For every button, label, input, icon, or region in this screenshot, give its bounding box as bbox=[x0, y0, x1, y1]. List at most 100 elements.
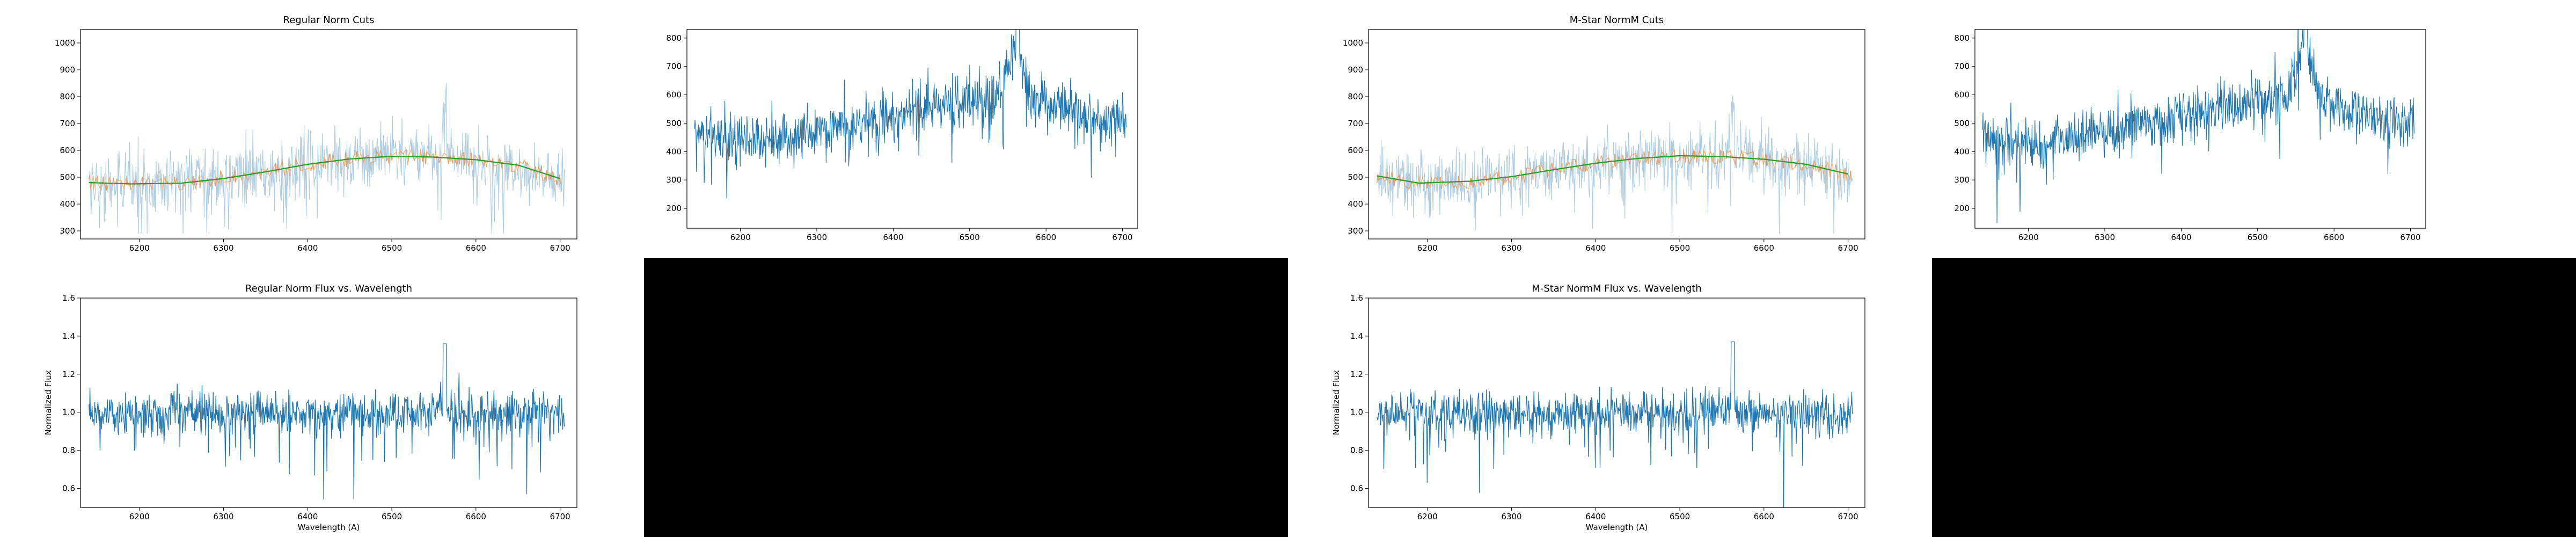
chart-title: M-Star NormM Flux vs. Wavelength bbox=[1532, 283, 1701, 294]
x-tick-label: 6300 bbox=[1501, 512, 1521, 521]
x-tick-label: 6700 bbox=[1838, 512, 1858, 521]
x-axis-label: Wavelength (A) bbox=[1586, 523, 1648, 532]
y-tick-label: 500 bbox=[1348, 172, 1363, 182]
series-continuum-fit-line bbox=[89, 155, 560, 185]
x-tick-label: 6300 bbox=[807, 233, 827, 242]
x-tick-label: 6500 bbox=[960, 233, 980, 242]
axes-frame bbox=[80, 297, 577, 508]
plot-area bbox=[694, 30, 1127, 199]
x-tick-label: 6300 bbox=[2095, 233, 2115, 242]
plot-area bbox=[1982, 30, 2415, 224]
x-axis-label: Wavelength (A) bbox=[298, 523, 360, 532]
series-flux-line bbox=[1982, 30, 2415, 224]
x-tick-label: 6200 bbox=[1417, 512, 1438, 521]
x-tick-label: 6200 bbox=[129, 512, 150, 521]
x-tick-label: 6400 bbox=[297, 512, 318, 521]
axes-frame bbox=[1368, 29, 1865, 240]
y-tick-label: 500 bbox=[60, 172, 75, 182]
x-tick-label: 6500 bbox=[1670, 512, 1690, 521]
y-tick-label: 0.6 bbox=[1350, 484, 1363, 494]
y-tick-label: 600 bbox=[60, 146, 75, 155]
series-raw-flux-line bbox=[89, 83, 565, 234]
y-tick-label: 700 bbox=[1954, 62, 1970, 71]
figure-regular-small: 6200 6300 6400 6500 6600 6700 200 300 400 500 600 7… bbox=[644, 0, 1288, 537]
y-tick-label: 1000 bbox=[55, 38, 75, 48]
x-tick-label: 6700 bbox=[1838, 243, 1858, 253]
y-axis-label: Normalized Flux bbox=[43, 370, 53, 435]
y-tick-label: 800 bbox=[60, 92, 75, 101]
y-tick-label: 700 bbox=[60, 119, 75, 128]
axes-frame bbox=[1368, 297, 1865, 508]
x-tick-label: 6600 bbox=[1036, 233, 1056, 242]
chart-title: M-Star NormM Cuts bbox=[1570, 14, 1664, 26]
x-tick-label: 6200 bbox=[730, 233, 751, 242]
x-tick-label: 6700 bbox=[550, 243, 570, 253]
regular-norm-figure-svg: 6200 6300 6400 6500 6600 6700 300 400 500 600 700 8… bbox=[43, 14, 577, 532]
x-tick-label: 6400 bbox=[2171, 233, 2191, 242]
x-tick-label: 6700 bbox=[2400, 233, 2420, 242]
y-tick-label: 1.6 bbox=[62, 293, 75, 303]
x-tick-label: 6700 bbox=[550, 512, 570, 521]
y-tick-label: 300 bbox=[60, 226, 75, 236]
y-tick-label: 400 bbox=[60, 199, 75, 209]
plot-area bbox=[88, 83, 565, 234]
y-tick-label: 700 bbox=[666, 62, 682, 71]
x-tick-label: 6600 bbox=[2324, 233, 2344, 242]
series-normalized-flux-line bbox=[1377, 341, 1853, 507]
x-tick-label: 6200 bbox=[2018, 233, 2039, 242]
y-tick-label: 0.8 bbox=[62, 446, 75, 455]
y-tick-label: 1.4 bbox=[62, 331, 75, 341]
y-tick-label: 1.2 bbox=[1350, 369, 1363, 379]
mstar-norm-cuts-chart: 6200 6300 6400 6500 6600 6700 300 400 500 600 700 8… bbox=[1343, 14, 1865, 253]
y-tick-label: 1.2 bbox=[62, 369, 75, 379]
y-tick-label: 600 bbox=[1348, 146, 1363, 155]
plot-area bbox=[89, 343, 565, 500]
x-tick-label: 6200 bbox=[1417, 243, 1438, 253]
figure-mstar-small: 6200 6300 6400 6500 6600 6700 200 300 400 500 600 7… bbox=[1932, 0, 2576, 537]
x-tick-label: 6500 bbox=[382, 243, 402, 253]
x-tick-label: 6300 bbox=[213, 243, 233, 253]
series-normalized-flux-line bbox=[89, 343, 565, 500]
y-tick-label: 800 bbox=[1348, 92, 1363, 101]
plot-area bbox=[1377, 341, 1853, 507]
plot-area bbox=[1376, 96, 1853, 234]
x-tick-label: 6500 bbox=[2248, 233, 2268, 242]
x-tick-label: 6300 bbox=[213, 512, 233, 521]
y-tick-label: 900 bbox=[1348, 65, 1363, 75]
x-tick-label: 6200 bbox=[129, 243, 150, 253]
y-tick-label: 600 bbox=[666, 90, 682, 100]
x-tick-label: 6600 bbox=[466, 512, 486, 521]
x-tick-label: 6500 bbox=[382, 512, 402, 521]
y-tick-label: 700 bbox=[1348, 119, 1363, 128]
y-tick-label: 0.6 bbox=[62, 484, 75, 494]
y-axis-label: Normalized Flux bbox=[1331, 370, 1341, 435]
x-tick-label: 6600 bbox=[466, 243, 486, 253]
y-tick-label: 900 bbox=[60, 65, 75, 75]
y-tick-label: 200 bbox=[1954, 204, 1970, 213]
figure-regular-norm: 6200 6300 6400 6500 6600 6700 300 400 500 600 700 8… bbox=[0, 0, 644, 537]
y-tick-label: 1.0 bbox=[62, 408, 75, 417]
regular-raw-flux-chart: 6200 6300 6400 6500 6600 6700 200 300 400 500 600 7… bbox=[666, 29, 1138, 242]
y-tick-label: 400 bbox=[666, 147, 682, 156]
figure-background bbox=[644, 0, 1288, 258]
y-tick-label: 400 bbox=[1954, 147, 1970, 156]
x-tick-label: 6600 bbox=[1754, 243, 1774, 253]
x-tick-label: 6400 bbox=[1585, 243, 1606, 253]
chart-title: Regular Norm Cuts bbox=[283, 14, 375, 26]
mstar-norm-flux-chart: 6200 6300 6400 6500 6600 6700 0.6 0.8 1.0 1.2 1.4 1… bbox=[1331, 283, 1865, 532]
mstar-raw-flux-chart: 6200 6300 6400 6500 6600 6700 200 300 400 500 600 7… bbox=[1954, 29, 2426, 242]
y-tick-label: 800 bbox=[1954, 33, 1970, 43]
y-tick-label: 500 bbox=[1954, 118, 1970, 128]
series-kept-points-line bbox=[1376, 149, 1853, 191]
figure-mstar-norm: 6200 6300 6400 6500 6600 6700 300 400 500 600 700 8… bbox=[1288, 0, 1932, 537]
x-tick-label: 6400 bbox=[1585, 512, 1606, 521]
x-tick-label: 6500 bbox=[1670, 243, 1690, 253]
axes-frame bbox=[80, 29, 577, 240]
x-tick-label: 6400 bbox=[883, 233, 903, 242]
axes-frame bbox=[1974, 29, 2426, 229]
x-tick-label: 6700 bbox=[1112, 233, 1132, 242]
mstar-norm-figure-svg: 6200 6300 6400 6500 6600 6700 300 400 500 600 700 8… bbox=[1331, 14, 1865, 532]
y-tick-label: 1000 bbox=[1343, 38, 1363, 48]
mstar-small-figure-svg: 6200 6300 6400 6500 6600 6700 200 300 400 500 600 7… bbox=[1954, 29, 2426, 242]
y-tick-label: 300 bbox=[1348, 226, 1363, 236]
